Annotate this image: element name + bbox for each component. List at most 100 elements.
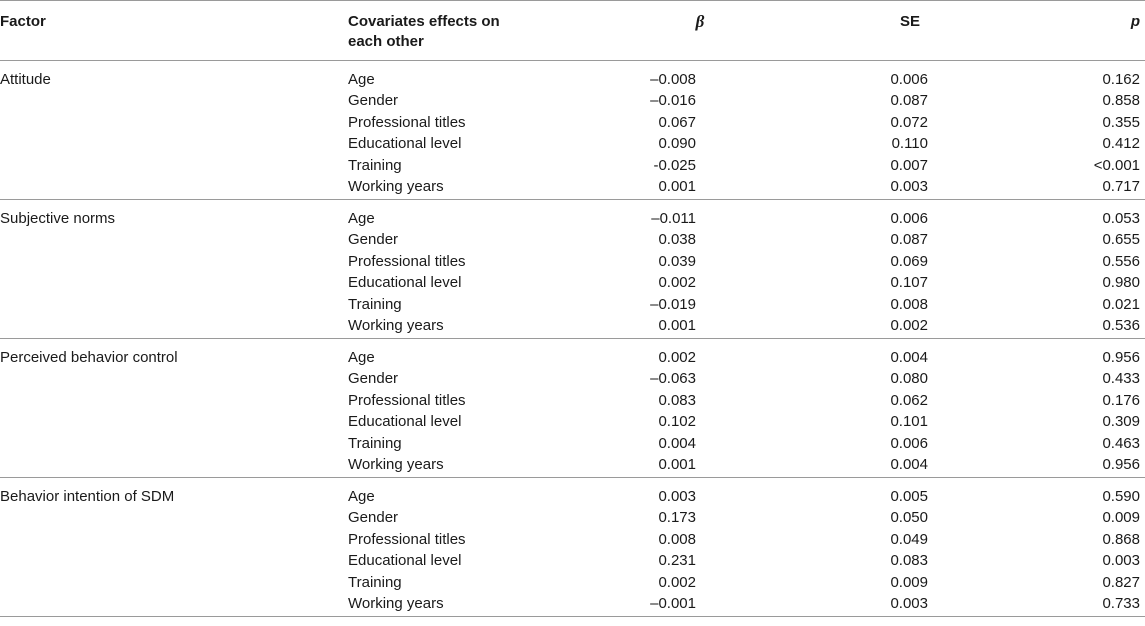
cell-se: 0.080 [890,370,928,388]
cell-se: 0.083 [890,552,928,570]
cell-covariate: Working years [348,178,444,195]
cell-beta: –0.008 [650,71,696,88]
cell-p: 0.536 [1102,317,1140,334]
cell-beta: 0.001 [658,317,696,334]
cell-p: 0.021 [1102,295,1140,313]
cell-beta: -0.025 [653,156,696,174]
cell-p: 0.858 [1102,92,1140,110]
cell-p: 0.590 [1102,488,1140,505]
cell-se: 0.002 [890,317,928,334]
cell-p: 0.176 [1102,391,1140,409]
cell-p: 0.309 [1102,413,1140,431]
cell-p: 0.868 [1102,530,1140,548]
bottom-rule [0,616,1145,617]
cell-beta: –0.063 [650,370,696,388]
header-covariate-line2: each other [348,33,424,50]
group-rule [0,338,1145,339]
cell-covariate: Age [348,210,375,227]
cell-p: 0.827 [1102,573,1140,591]
cell-covariate: Professional titles [348,113,466,131]
cell-se: 0.101 [890,413,928,431]
cell-se: 0.006 [890,71,928,88]
cell-covariate: Age [348,349,375,366]
header-rule [0,60,1145,61]
cell-beta: 0.002 [658,274,696,292]
cell-p: 0.412 [1102,135,1140,153]
header-se: SE [899,13,920,30]
group-factor: Perceived behavior control [0,349,178,366]
cell-covariate: Educational level [348,274,462,292]
cell-se: 0.006 [890,434,928,452]
cell-covariate: Training [348,434,402,452]
cell-se: 0.005 [890,488,928,505]
cell-beta: 0.003 [658,488,696,505]
cell-beta: 0.090 [658,135,696,153]
cell-beta: 0.004 [658,434,696,452]
header-covariate-line1: Covariates effects on [348,13,500,30]
cell-beta: –0.001 [650,595,696,612]
header-beta: β [695,12,705,31]
cell-se: 0.062 [890,391,928,409]
cell-covariate: Professional titles [348,252,466,270]
cell-beta: 0.067 [658,113,696,131]
cell-se: 0.004 [890,456,928,473]
cell-covariate: Gender [348,370,399,388]
cell-se: 0.050 [890,509,928,527]
cell-p: 0.463 [1102,434,1140,452]
group-factor: Subjective norms [0,210,116,227]
cell-covariate: Gender [348,231,399,249]
cell-se: 0.049 [890,530,928,548]
cell-covariate: Working years [348,456,444,473]
cell-beta: –0.011 [651,210,696,227]
cell-se: 0.003 [890,595,928,612]
cell-beta: 0.001 [658,178,696,195]
cell-p: <0.001 [1093,156,1140,174]
cell-se: 0.004 [890,349,928,366]
cell-se: 0.007 [890,156,928,174]
cell-beta: 0.001 [658,456,696,473]
cell-covariate: Educational level [348,413,462,431]
cell-se: 0.008 [890,295,928,313]
cell-p: 0.162 [1102,71,1140,88]
cell-se: 0.006 [890,210,928,227]
top-rule [0,0,1145,1]
cell-p: 0.717 [1102,178,1140,195]
cell-p: 0.003 [1102,552,1140,570]
cell-covariate: Training [348,573,402,591]
cell-se: 0.072 [890,113,928,131]
cell-beta: 0.039 [658,252,696,270]
cell-p: 0.053 [1102,210,1140,227]
cell-covariate: Age [348,488,375,505]
cell-covariate: Educational level [348,135,462,153]
cell-beta: 0.002 [658,349,696,366]
cell-covariate: Working years [348,595,444,612]
cell-p: 0.355 [1102,113,1140,131]
cell-se: 0.069 [890,252,928,270]
cell-se: 0.087 [890,231,928,249]
cell-p: 0.556 [1102,252,1140,270]
cell-se: 0.107 [890,274,928,292]
cell-covariate: Gender [348,92,399,110]
cell-p: 0.956 [1102,349,1140,366]
cell-se: 0.110 [891,135,928,153]
header-p: p [1130,13,1140,30]
cell-beta: 0.008 [658,530,696,548]
cell-p: 0.655 [1102,231,1140,249]
cell-beta: 0.173 [658,509,696,527]
cell-covariate: Age [348,71,375,88]
group-rule [0,199,1145,200]
cell-beta: 0.083 [658,391,696,409]
cell-p: 0.009 [1102,509,1140,527]
cell-covariate: Professional titles [348,391,466,409]
cell-p: 0.433 [1102,370,1140,388]
cell-beta: 0.002 [658,573,696,591]
header-factor: Factor [0,13,46,30]
cell-se: 0.003 [890,178,928,195]
cell-covariate: Gender [348,509,399,527]
group-factor: Behavior intention of SDM [0,488,175,505]
cell-p: 0.980 [1102,274,1140,292]
cell-covariate: Training [348,156,402,174]
cell-beta: –0.019 [650,295,696,313]
table-header [0,0,1145,61]
cell-covariate: Training [348,295,402,313]
